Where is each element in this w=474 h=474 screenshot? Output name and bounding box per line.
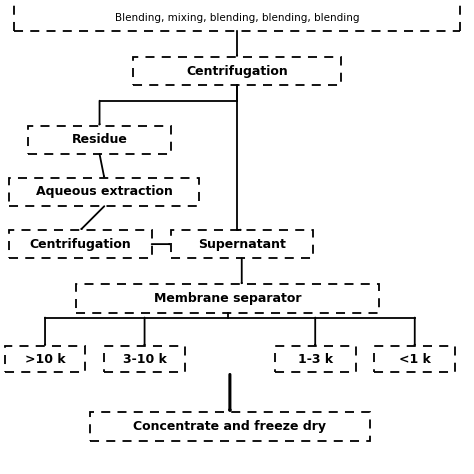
Text: 1-3 k: 1-3 k bbox=[298, 353, 333, 365]
FancyBboxPatch shape bbox=[374, 346, 455, 372]
Text: Residue: Residue bbox=[72, 133, 128, 146]
Text: Centrifugation: Centrifugation bbox=[30, 237, 131, 251]
FancyBboxPatch shape bbox=[275, 346, 356, 372]
Text: Centrifugation: Centrifugation bbox=[186, 64, 288, 78]
FancyBboxPatch shape bbox=[90, 412, 370, 441]
Text: Blending, mixing, blending, blending, blending: Blending, mixing, blending, blending, bl… bbox=[115, 13, 359, 23]
FancyBboxPatch shape bbox=[104, 346, 185, 372]
FancyBboxPatch shape bbox=[9, 230, 152, 258]
FancyBboxPatch shape bbox=[9, 178, 199, 206]
Text: Membrane separator: Membrane separator bbox=[154, 292, 301, 305]
Text: 3-10 k: 3-10 k bbox=[123, 353, 166, 365]
FancyBboxPatch shape bbox=[171, 230, 313, 258]
Text: Supernatant: Supernatant bbox=[198, 237, 286, 251]
FancyBboxPatch shape bbox=[76, 284, 379, 313]
Text: Aqueous extraction: Aqueous extraction bbox=[36, 185, 173, 199]
FancyBboxPatch shape bbox=[133, 57, 341, 85]
FancyBboxPatch shape bbox=[5, 346, 85, 372]
Text: Concentrate and freeze dry: Concentrate and freeze dry bbox=[133, 420, 327, 433]
FancyBboxPatch shape bbox=[28, 126, 171, 154]
Text: >10 k: >10 k bbox=[25, 353, 65, 365]
Text: <1 k: <1 k bbox=[399, 353, 431, 365]
